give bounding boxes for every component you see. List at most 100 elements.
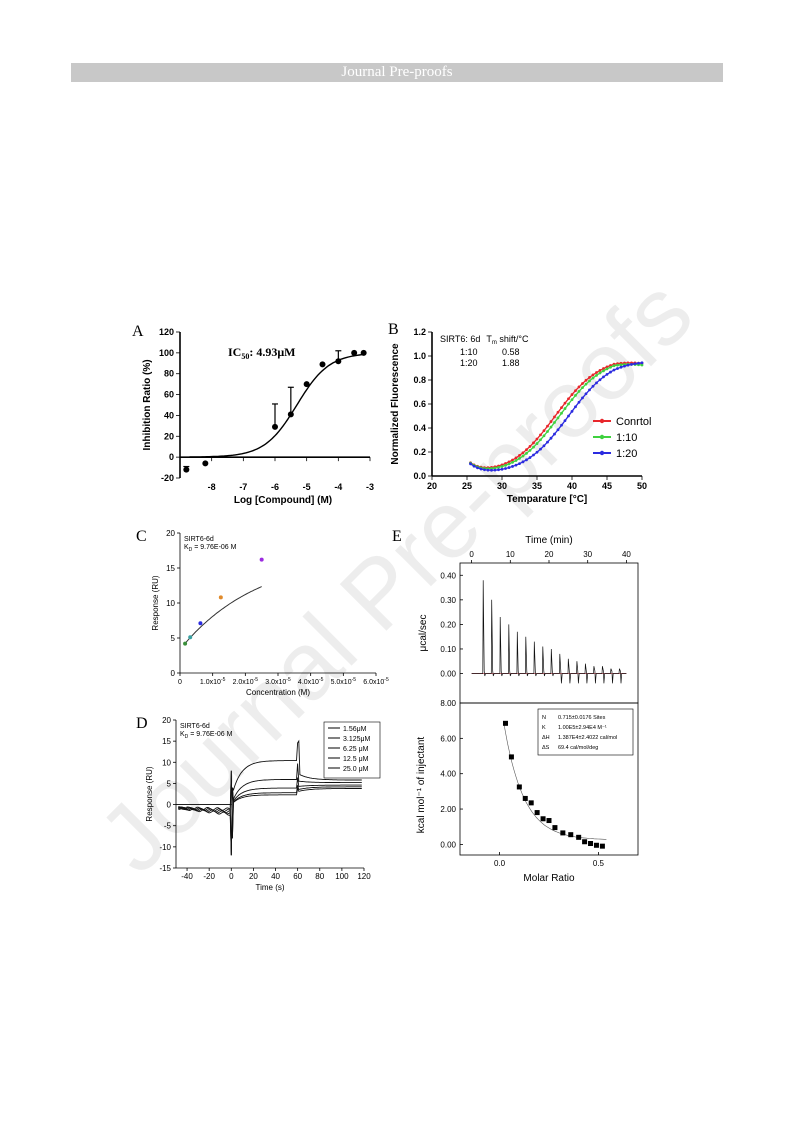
melt-curve-point <box>521 451 525 455</box>
y-tick-label: 0 <box>171 669 176 678</box>
melt-curve-point <box>577 385 581 389</box>
melt-curve-point <box>605 365 609 369</box>
x-axis-label: Molar Ratio <box>523 873 575 884</box>
x-tick-label: 20 <box>427 481 437 491</box>
inset-table-header: SIRT6: 6d Tm shift/°C <box>440 334 529 346</box>
y-tick-label: 10 <box>162 758 171 767</box>
x-tick-exponent: -5 <box>319 677 324 683</box>
melt-curve-point <box>563 419 567 423</box>
y-tick-label: 0.30 <box>440 596 456 605</box>
y-axis-label: Response (RU) <box>151 575 160 630</box>
legend-label: 6.25 μM <box>343 746 369 753</box>
stats-value: 1.387E4±2.4022 cal/mol <box>558 735 617 741</box>
x-tick-label: 6.0x10-5 <box>363 677 389 686</box>
y-tick-label: 20 <box>166 529 175 538</box>
data-point <box>335 358 342 365</box>
melt-curve-point <box>612 368 616 372</box>
panel-a-chart: A -20 0 20 40 60 80 100 120 -8 -7 -6 -5 -4 -3 Log [Com… <box>132 323 374 506</box>
x-tick-label: 80 <box>315 872 324 881</box>
data-point <box>546 818 552 824</box>
x-axis-label: Log [Compound] (M) <box>234 495 332 506</box>
stats-key: K <box>542 725 546 731</box>
annotation-name: SIRT6-6d <box>184 536 214 543</box>
x-tick-label: 0 <box>229 872 234 881</box>
melt-curve-point <box>518 456 521 460</box>
melt-curve-point <box>479 467 483 471</box>
x-tick-exponent: -5 <box>384 677 389 683</box>
top-plot-frame <box>459 562 639 704</box>
melt-curve-point <box>493 468 497 472</box>
melt-curve-point <box>500 467 504 471</box>
melt-curve-point <box>591 376 595 380</box>
x-tick-label: 25 <box>462 481 472 491</box>
x-tick-mantissa: 0 <box>178 679 182 686</box>
y-tick-label: 0 <box>169 452 174 462</box>
y-axis-label: kcal mol⁻¹ of injectant <box>416 737 427 834</box>
y-tick-label: 0.00 <box>440 840 456 849</box>
melt-curve-point <box>588 376 591 379</box>
melt-curve-point <box>609 365 612 369</box>
panel-b-chart: B 0.0 0.2 0.4 0.6 0.8 1.0 1.2 20 25 30 35 40 45 50 Tem… <box>388 321 651 505</box>
panel-label-b: B <box>388 321 399 338</box>
x-tick-label: 20 <box>545 550 554 559</box>
melt-curve-point <box>581 382 584 385</box>
melt-curve-point <box>546 440 549 444</box>
x-axis-label: Time (s) <box>255 883 284 892</box>
melt-curve-point <box>595 381 598 385</box>
melt-curve-point <box>556 410 560 414</box>
data-point <box>351 349 358 356</box>
fit-curve <box>189 353 364 458</box>
melt-curve-point <box>542 429 546 433</box>
x-tick-mantissa: 3.0x10 <box>265 679 286 686</box>
data-point <box>508 754 514 760</box>
melt-curve-point <box>518 462 521 465</box>
x-axis-label: Concentration (M) <box>246 688 310 697</box>
legend-label: 25.0 μM <box>343 766 369 773</box>
x-tick-label: 0.0 <box>494 859 506 868</box>
y-tick-label: 2.00 <box>440 805 456 814</box>
kd-symbol: K <box>180 731 185 738</box>
y-tick-label: 0.2 <box>413 447 426 457</box>
melt-curve-point <box>591 373 595 377</box>
melt-curve-point <box>584 392 588 396</box>
data-point <box>516 784 522 790</box>
melt-curve-point <box>619 363 623 367</box>
data-point <box>188 635 193 640</box>
panel-d-chart: D -15 -10 -5 0 5 10 15 20 -40 -20 0 20 40 60 80 100 120 T… <box>136 715 381 892</box>
y-tick-label: 0.10 <box>440 645 456 654</box>
melt-curve-point <box>532 453 535 457</box>
x-tick-mantissa: 6.0x10 <box>363 679 384 686</box>
melt-curve-point <box>549 420 553 423</box>
y-tick-label: 60 <box>164 390 174 400</box>
melt-curve-point <box>535 442 539 445</box>
x-tick-label: -5 <box>303 482 311 492</box>
melt-curve-point <box>570 398 574 402</box>
stats-key: ΔH <box>542 735 550 741</box>
panel-e-chart: E 0 10 20 30 40 Time (min) 0.00 0.10 0.20 0.30 0.4… <box>392 528 639 884</box>
melt-curve-point <box>553 415 556 419</box>
melt-curve-point <box>602 375 605 379</box>
x-tick-label: 5.0x10-5 <box>331 677 357 686</box>
y-tick-label: 6.00 <box>440 734 456 743</box>
x-tick-label: -40 <box>181 872 193 881</box>
melt-curve-point <box>518 454 521 457</box>
y-tick-label: 0.4 <box>413 423 426 433</box>
melt-curve-point <box>525 458 528 462</box>
melt-curve-point <box>549 425 553 429</box>
y-tick-label: 20 <box>164 431 174 441</box>
legend-marker <box>599 450 605 456</box>
y-tick-label: 0.8 <box>413 375 426 385</box>
melt-curve-point <box>507 462 511 466</box>
y-tick-label: 15 <box>166 564 175 573</box>
melt-curve-point <box>584 378 588 382</box>
data-point <box>593 842 599 848</box>
data-point <box>202 460 209 467</box>
melt-curve-point <box>528 456 532 459</box>
melt-curve-point <box>574 394 577 397</box>
data-point <box>534 810 540 816</box>
x-axis-label: Temparature [°C] <box>507 494 588 505</box>
melt-curve-point <box>514 456 518 460</box>
melt-curve-point <box>609 370 612 374</box>
data-point <box>576 834 582 840</box>
melt-curve-point <box>539 433 542 437</box>
